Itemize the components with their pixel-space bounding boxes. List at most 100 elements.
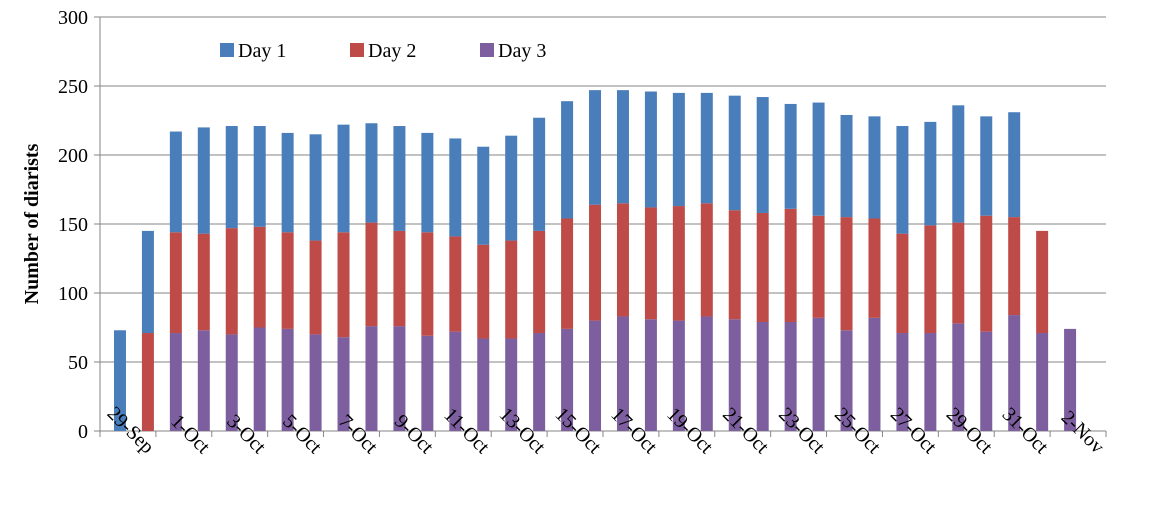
bar-segment: [728, 210, 741, 320]
bar-segment: [616, 90, 629, 204]
bar-segment: [589, 204, 602, 321]
legend-label: Day 1: [238, 40, 286, 62]
bar-segment: [141, 333, 154, 431]
bar-segment: [589, 90, 602, 205]
bar-segment: [1064, 328, 1077, 431]
bar-segment: [253, 226, 266, 328]
bar-segment: [1008, 112, 1021, 218]
bar-segment: [449, 236, 462, 332]
bar-segment: [393, 230, 406, 327]
y-axis-label: Number of diarists: [21, 143, 43, 304]
bar-segment: [1008, 217, 1021, 316]
y-tick-label: 300: [58, 7, 88, 29]
bar-segment: [141, 230, 154, 334]
bar-segment: [672, 206, 685, 321]
bar-segment: [337, 337, 350, 431]
bar-segment: [561, 218, 574, 329]
bar-segment: [784, 208, 797, 322]
bar-segment: [700, 203, 713, 317]
bar-segment: [505, 135, 518, 241]
bar-segment: [281, 232, 294, 329]
bar-segment: [337, 232, 350, 338]
bar-segment: [980, 116, 993, 216]
bar-segment: [449, 138, 462, 237]
bar-segment: [309, 240, 322, 335]
bar-segment: [672, 92, 685, 207]
y-tick-label: 200: [58, 145, 88, 167]
bar-segment: [113, 330, 126, 431]
bar-segment: [225, 334, 238, 431]
bar-segment: [784, 103, 797, 209]
bar-segment: [477, 244, 490, 339]
bar-segment: [365, 326, 378, 431]
bar-segment: [840, 114, 853, 218]
bar-segment: [784, 321, 797, 431]
bar-segment: [980, 215, 993, 332]
bar-segment: [840, 217, 853, 331]
bar-segment: [700, 316, 713, 431]
bar-segment: [700, 92, 713, 204]
bar-segment: [253, 126, 266, 227]
bar-segment: [169, 131, 182, 233]
bar-segment: [756, 321, 769, 431]
bar-segment: [309, 334, 322, 431]
bar-segment: [812, 317, 825, 431]
legend-swatch: [220, 43, 234, 57]
bar-segment: [924, 121, 937, 226]
bar-segment: [896, 233, 909, 334]
bar-segment: [1036, 333, 1049, 431]
bar-segment: [952, 105, 965, 223]
legend-label: Day 2: [368, 40, 416, 62]
bar-segment: [421, 232, 434, 336]
bar-segment: [561, 328, 574, 431]
bar-segment: [896, 333, 909, 431]
bar-segment: [197, 330, 210, 431]
bar-segment: [197, 233, 210, 331]
bar-segment: [421, 335, 434, 431]
bar-segment: [393, 126, 406, 231]
bar-segment: [868, 116, 881, 219]
bar-segment: [672, 320, 685, 431]
bar-segment: [952, 222, 965, 324]
legend-swatch: [480, 43, 494, 57]
bar-segment: [169, 232, 182, 334]
bar-segment: [1008, 315, 1021, 431]
bar-segment: [924, 333, 937, 431]
bar-segment: [393, 326, 406, 431]
bar-segment: [225, 228, 238, 335]
x-tick-label: 2-Nov: [1057, 406, 1109, 458]
bar-segment: [728, 319, 741, 431]
y-tick-label: 250: [58, 76, 88, 98]
bar-segment: [505, 338, 518, 431]
bar-segment: [812, 215, 825, 318]
bar-segment: [980, 331, 993, 431]
bar-segment: [868, 218, 881, 318]
bar-segment: [756, 97, 769, 213]
bar-segment: [421, 132, 434, 233]
bar-segment: [533, 117, 546, 231]
bar-segment: [337, 124, 350, 233]
bar-segment: [561, 101, 574, 219]
bar-segment: [644, 91, 657, 208]
bar-segment: [477, 146, 490, 245]
bar-segment: [616, 203, 629, 317]
bar-segment: [365, 222, 378, 327]
bar-segment: [505, 240, 518, 339]
bar-segment: [1036, 230, 1049, 334]
bar-segment: [644, 319, 657, 431]
y-tick-label: 50: [68, 352, 88, 374]
bar-segment: [644, 207, 657, 320]
bar-segment: [589, 320, 602, 431]
bar-segment: [197, 127, 210, 234]
bar-segment: [169, 333, 182, 431]
bar-segment: [281, 328, 294, 431]
bar-segment: [365, 123, 378, 223]
y-tick-label: 0: [78, 421, 88, 443]
bar-segment: [309, 134, 322, 241]
bar-segment: [477, 338, 490, 431]
bar-segment: [616, 316, 629, 431]
y-tick-label: 100: [58, 283, 88, 305]
bar-segment: [253, 327, 266, 431]
y-tick-label: 150: [58, 214, 88, 236]
bar-segment: [896, 126, 909, 234]
